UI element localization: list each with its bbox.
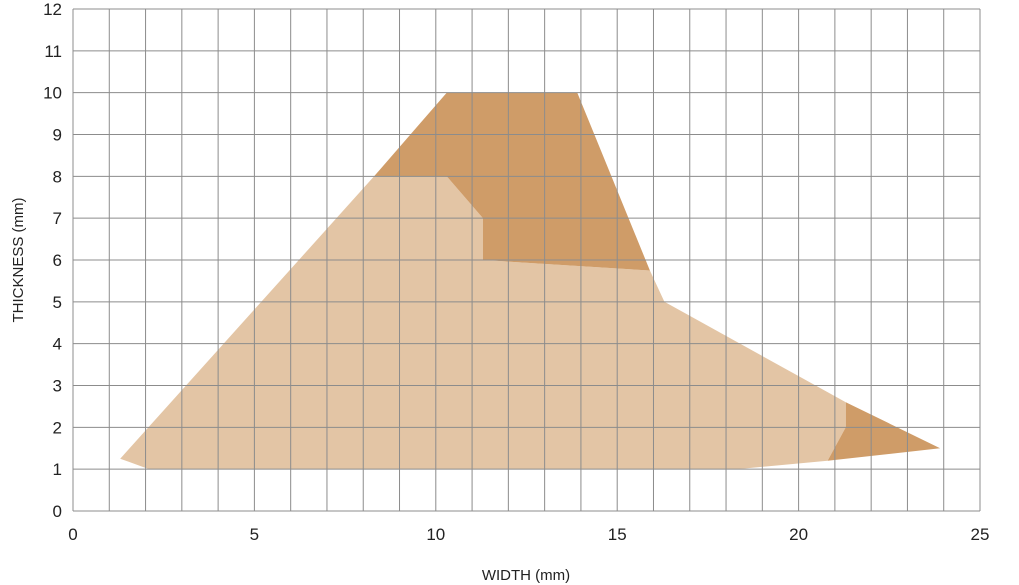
x-tick-label: 10 [426,525,445,544]
y-tick-label: 9 [53,126,62,145]
x-tick-label: 20 [789,525,808,544]
y-tick-label: 5 [53,293,62,312]
y-tick-label: 7 [53,209,62,228]
y-tick-label: 8 [53,167,62,186]
y-tick-label: 12 [43,0,62,19]
y-tick-label: 1 [53,460,62,479]
y-tick-label: 2 [53,418,62,437]
x-tick-label: 25 [971,525,990,544]
x-tick-label: 15 [608,525,627,544]
region-2 [827,402,941,461]
y-axis-title: THICKNESS (mm) [10,198,27,323]
x-axis-title: WIDTH (mm) [482,567,570,584]
region-0 [120,176,846,470]
y-tick-label: 6 [53,251,62,270]
x-tick-label: 0 [68,525,77,544]
y-tick-label: 11 [44,42,62,61]
y-tick-label: 0 [53,502,62,521]
y-tick-label: 4 [53,335,62,354]
y-tick-label: 10 [43,84,62,103]
grid-layer [72,8,981,512]
x-tick-label: 5 [250,525,259,544]
regions-layer [120,92,941,470]
y-tick-label: 3 [53,377,62,396]
